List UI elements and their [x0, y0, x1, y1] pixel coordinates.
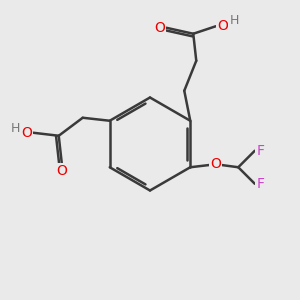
Text: H: H: [11, 122, 20, 135]
Text: F: F: [256, 144, 264, 158]
Text: H: H: [229, 14, 239, 27]
Text: O: O: [217, 19, 228, 33]
Text: O: O: [56, 164, 67, 178]
Text: F: F: [256, 177, 264, 191]
Text: O: O: [210, 157, 221, 171]
Text: O: O: [154, 21, 165, 35]
Text: O: O: [21, 126, 32, 140]
